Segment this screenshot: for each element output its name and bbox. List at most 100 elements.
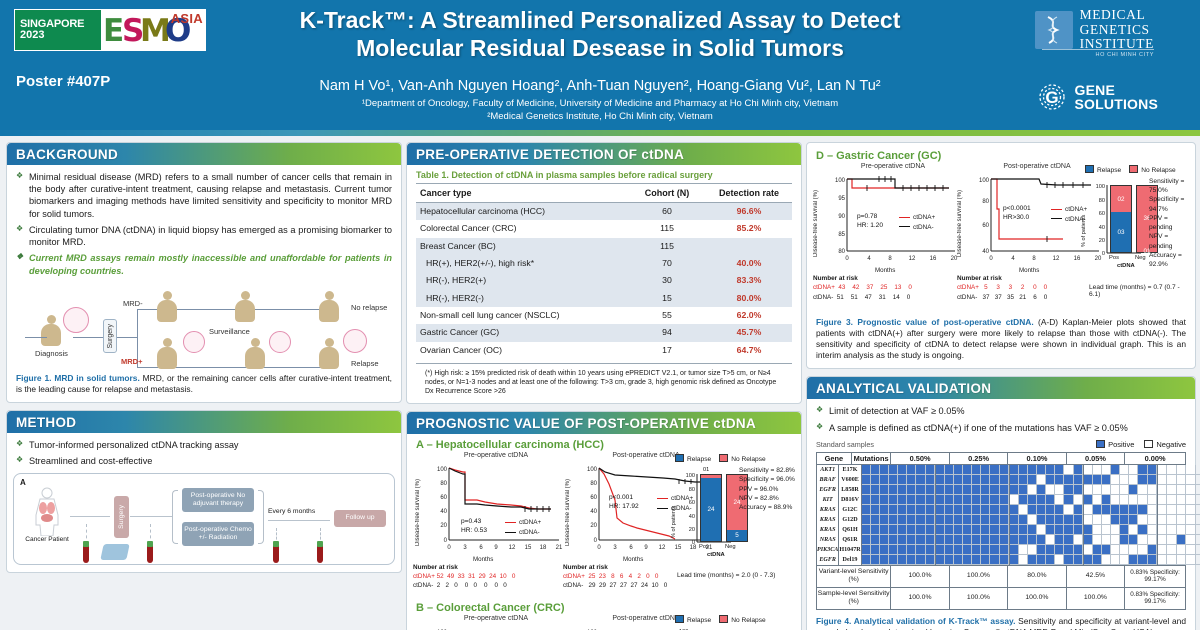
av-grid-cell [1186, 494, 1196, 505]
cell-type: Non-small cell lung cancer (NSCLC) [420, 309, 560, 320]
hcc-postop-risk-pos: ctDNA+ 25 23 8 6 4 2 0 0 [563, 573, 659, 581]
av-grid-cell [1064, 494, 1074, 505]
metric-ppv: PPV = pending [1149, 214, 1173, 232]
av-grid-cell [1195, 475, 1200, 485]
av-grid-cell [999, 534, 1009, 545]
method-bullets: Tumor-informed personalized ctDNA tracki… [16, 439, 392, 467]
svg-text:0: 0 [597, 545, 601, 551]
metric-accuracy: Accuracy = 92.9% [1149, 251, 1182, 268]
svg-text:60: 60 [1099, 211, 1105, 217]
svg-text:9: 9 [494, 545, 498, 551]
av-grid-cell [925, 494, 935, 505]
av-grid-cell [1073, 464, 1083, 475]
av-grid-cell [1027, 544, 1038, 555]
av-grid-row [1009, 534, 1083, 545]
legend-relapse: Relapse [1085, 165, 1121, 174]
av-grid-cell [953, 534, 964, 545]
av-grid-cell [1157, 484, 1168, 495]
crc-preop-subtitle: Pre-operative ctDNA [463, 615, 529, 623]
label-surgery-method: Surgery [117, 504, 125, 529]
av-grid-cell [972, 534, 982, 545]
av-group-0-50 [861, 464, 936, 565]
av-grid-cell [1176, 474, 1187, 485]
av-grid-cell [1018, 524, 1028, 535]
prognostic-heading: PROGNOSTIC VALUE OF POST-OPERATIVE ctDNA [407, 412, 801, 435]
av-grid-cell [879, 534, 890, 545]
gc-preop-km-plot: 100 95 90 85 80 0 4 8 12 16 20 [835, 176, 958, 262]
av-grid-cell [981, 494, 991, 505]
av-grid-cell [1186, 474, 1196, 485]
gastric-cancer-section: D – Gastric Cancer (GC) Pre-operative ct… [806, 142, 1196, 370]
hcc-charts-row: Pre-operative ctDNA Disease-free surviva… [413, 452, 795, 597]
av-grid-cell [981, 534, 991, 545]
av-grid-row [1083, 544, 1157, 555]
av-grid-row [935, 544, 1009, 555]
gc-bar-ylabel: % of patients [1081, 214, 1087, 247]
hcc-bar-ylabel: % of patients [671, 505, 677, 539]
av-grid-cell [1092, 554, 1102, 565]
av-variant-025: 100.0% [950, 565, 1009, 587]
label-no-relapse: No relapse [351, 302, 388, 312]
av-variant-000: 0.83% Specificity: 99.17% [1130, 568, 1180, 584]
table-1-footnote: (*) High risk: ≥ 15% predicted risk of d… [416, 362, 792, 396]
av-grid-row [1083, 554, 1157, 565]
av-grid-cell [898, 554, 908, 565]
av-grid-cell [944, 494, 954, 505]
figure-4-caption: Figure 4. Analytical validation of K-Tra… [807, 610, 1195, 630]
av-grid-cell [1018, 464, 1028, 475]
background-bullet-1: Minimal residual disease (MRD) refers to… [16, 171, 392, 220]
av-grid-cell [907, 524, 917, 535]
hcc-bar-axes: 100 80 60 40 20 0 [686, 473, 731, 546]
svg-text:0: 0 [989, 256, 993, 262]
av-grid-cell [1101, 494, 1112, 505]
analytical-bullet-2: A sample is defined as ctDNA(+) if one o… [816, 422, 1186, 434]
av-grid-cell [1073, 474, 1083, 485]
background-heading: BACKGROUND [7, 143, 401, 165]
av-grid-cell [1176, 534, 1187, 545]
av-grid-cell [1138, 494, 1148, 505]
av-grid-row [935, 464, 1009, 475]
svg-text:80: 80 [982, 199, 989, 205]
analytical-heading: ANALYTICAL VALIDATION [807, 377, 1195, 400]
arm-no-adjuvant: Post-operative No adjuvant therapy [182, 487, 254, 512]
legend-negative: Negative [1144, 439, 1186, 449]
av-grid-cell [1176, 484, 1187, 495]
svg-text:60: 60 [982, 223, 989, 229]
av-grid-cell [963, 524, 973, 535]
hcc-postop-stats: p<0.001 HR: 17.92 [609, 494, 639, 510]
av-grid-row [861, 514, 935, 525]
av-grid-cell [1167, 544, 1177, 555]
gc-preop-stats: p=0.78 HR: 1.20 [857, 213, 884, 229]
av-grid-row [1083, 504, 1157, 515]
legend-no-relapse: No Relapse [719, 615, 766, 624]
gc-postop-risk-pos: ctDNA+ 5 3 3 2 0 0 [957, 284, 1048, 291]
bar-tick-neg: Neg [725, 544, 736, 551]
av-grid-cell [916, 484, 926, 495]
gc-postop-subtitle: Post-operative ctDNA [1003, 163, 1071, 170]
av-grid-cell [1046, 484, 1056, 495]
column-left: BACKGROUND Minimal residual disease (MRD… [6, 142, 402, 580]
av-grid-cell [870, 544, 880, 555]
av-grid-cell [1167, 504, 1177, 515]
av-grid-row [861, 524, 935, 535]
blood-tube-1 [83, 540, 89, 563]
av-grid-cell [963, 504, 973, 515]
patient-head-top-2 [241, 290, 250, 300]
method-bullet-1: Tumor-informed personalized ctDNA tracki… [16, 439, 392, 451]
av-grid-cell [1037, 464, 1047, 475]
metric-sensitivity: Sensitivity = 82.8% [739, 467, 795, 475]
av-grid-cell [1055, 474, 1065, 485]
av-grid-cell [916, 524, 926, 535]
av-grid-cell [963, 534, 973, 545]
legend-ctdna-pos: ctDNA+ [1051, 205, 1087, 215]
mutation-name: Q61H [842, 526, 858, 533]
av-grid-cell [999, 554, 1009, 565]
bar-ctdna-neg: 24 5 [726, 474, 748, 543]
svg-text:G: G [1045, 88, 1058, 107]
av-grid-cell [870, 484, 880, 495]
svg-text:20: 20 [1099, 238, 1105, 244]
av-grid-cell [972, 474, 982, 485]
av-sample-row: Sample-level Sensitivity (%) 100.0% 100.… [817, 587, 1185, 609]
svg-text:20: 20 [440, 523, 447, 529]
av-grid-row [935, 514, 1009, 525]
